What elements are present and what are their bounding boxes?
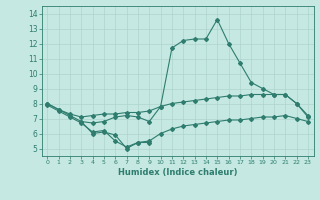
- X-axis label: Humidex (Indice chaleur): Humidex (Indice chaleur): [118, 168, 237, 177]
